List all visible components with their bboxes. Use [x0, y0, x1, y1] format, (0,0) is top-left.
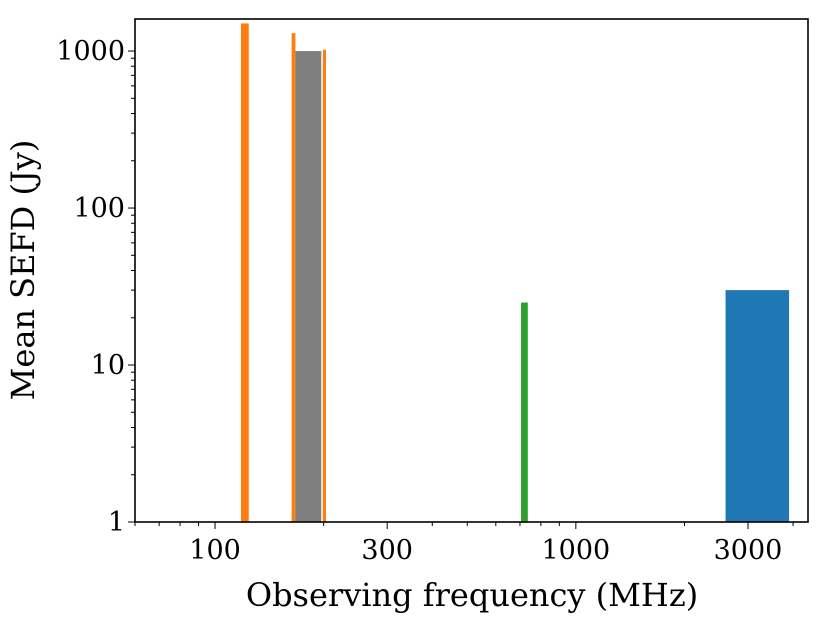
- orange-bar-1: [240, 23, 249, 523]
- y-axis-ticks: 1 10 100 1000: [56, 36, 135, 538]
- blue-bar: [725, 290, 790, 522]
- y-tick-label: 10: [91, 350, 125, 381]
- bars-group: [240, 23, 790, 523]
- y-tick-label: 100: [73, 193, 125, 224]
- gray-bar: [295, 51, 322, 522]
- orange-bar-3: [322, 49, 326, 522]
- orange-bar-2: [291, 33, 296, 523]
- y-tick-label: 1: [108, 507, 125, 538]
- x-axis-ticks: 100 300 1000 3000: [134, 522, 794, 566]
- plot-frame: [134, 18, 809, 523]
- x-tick-label: 300: [361, 535, 413, 566]
- y-tick-label: 1000: [56, 36, 125, 67]
- green-bar: [521, 302, 528, 522]
- x-tick-label: 3000: [714, 535, 783, 566]
- x-tick-label: 1000: [541, 535, 610, 566]
- x-tick-label: 100: [189, 535, 241, 566]
- y-axis-label: Mean SEFD (Jy): [4, 140, 42, 401]
- x-axis-label: Observing frequency (MHz): [246, 576, 698, 614]
